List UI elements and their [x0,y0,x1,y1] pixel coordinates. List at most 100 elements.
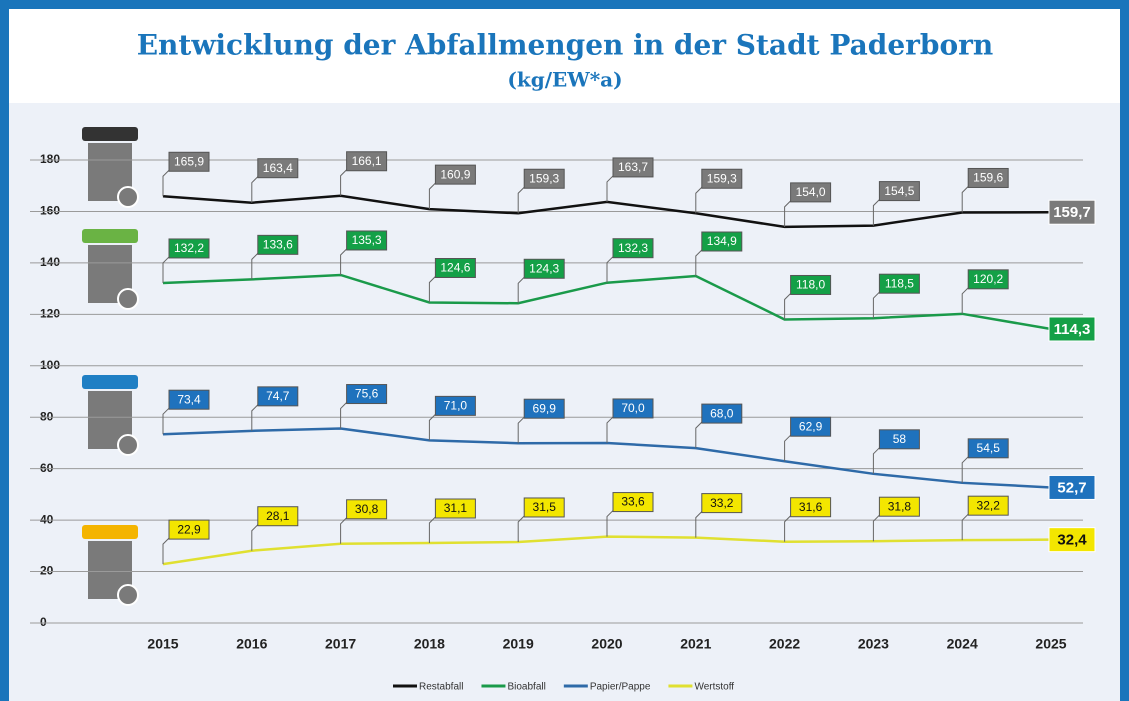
chart-subtitle: (kg/EW*a) [507,68,622,92]
value-label-box [878,429,920,450]
leader-line [606,416,614,443]
value-label: 154,5 [884,184,914,198]
value-label-box [346,151,388,172]
legend-label: Bioabfall [507,682,545,693]
leader-line [784,293,791,320]
value-label-box [257,386,299,407]
value-label-box [434,498,476,519]
value-label-box [612,238,654,259]
value-label-box [701,168,743,189]
leader-line [784,515,791,542]
value-label-box [1048,316,1096,342]
x-tick-label: 2020 [591,636,622,652]
value-label-box [523,398,565,419]
value-label-box [523,497,565,518]
value-label-box [168,151,210,172]
value-label-box [701,231,743,252]
leader-line [162,256,170,283]
value-label: 31,6 [799,500,823,514]
value-label-box [257,234,299,255]
x-tick-label: 2017 [325,636,356,652]
value-label: 22,9 [177,522,201,536]
x-tick-label: 2016 [236,636,267,652]
bin-icons [82,127,139,606]
value-label: 32,4 [1057,532,1087,549]
leader-line [428,182,436,210]
value-label-box [523,168,565,189]
bin-icon [82,525,139,606]
value-label-box [612,398,654,419]
value-label-box [878,181,920,202]
value-label: 163,4 [263,161,293,175]
leader-line [695,249,703,277]
value-label-box [1048,199,1096,225]
value-label-box [346,499,388,520]
value-label: 163,7 [618,160,648,174]
leader-line [872,514,880,542]
value-label: 68,0 [710,406,734,420]
value-label: 160,9 [440,167,470,181]
value-label-box [701,493,743,514]
leader-line [606,510,614,537]
value-label-box [967,269,1009,290]
value-label-box [967,495,1009,516]
leader-line [428,414,436,441]
value-label-box [346,230,388,251]
value-label-box [790,416,832,437]
leader-line [517,186,525,214]
value-label-box [967,438,1009,459]
leader-line [251,252,259,280]
leader-line [784,434,791,462]
leader-line [961,186,969,213]
leader-line [961,513,969,541]
value-label-box [790,274,832,295]
value-label: 74,7 [266,389,290,403]
value-label: 62,9 [799,419,823,433]
leader-line [251,524,259,551]
bin-icon [82,127,139,208]
value-label: 28,1 [266,509,290,523]
value-label-box [434,164,476,185]
bin-icon [82,229,139,310]
leader-line [517,276,525,304]
value-label-box [257,506,299,527]
value-label: 118,0 [796,278,825,292]
value-label: 33,6 [621,495,645,509]
value-label: 69,9 [533,401,557,415]
y-tick-label: 140 [40,255,60,269]
value-label: 159,6 [973,171,1003,185]
leader-line [162,537,170,565]
value-label-box [346,384,388,405]
value-label-box [612,157,654,178]
leader-line [251,404,259,431]
x-tick-label: 2025 [1035,636,1066,652]
value-label-box [257,158,299,179]
value-label-box [790,182,832,203]
value-label-box [967,167,1009,188]
leader-line [872,199,880,226]
value-label: 32,2 [977,498,1001,512]
value-label: 52,7 [1057,479,1086,496]
leader-line [340,517,347,544]
leader-line [606,175,614,202]
leader-line [162,169,170,197]
value-label: 124,6 [440,261,470,275]
value-label: 132,2 [174,241,204,255]
y-tick-label: 60 [40,461,54,475]
x-tick-label: 2021 [680,636,711,652]
value-label-box [701,403,743,424]
value-label: 114,3 [1054,321,1091,338]
legend-label: Papier/Pappe [590,682,651,693]
value-label: 124,3 [529,261,559,275]
value-label-box [434,395,476,416]
x-tick-label: 2022 [769,636,800,652]
value-label: 166,1 [352,154,382,168]
value-label: 54,5 [977,441,1001,455]
value-label-box [878,496,920,517]
value-label-box [790,497,832,518]
value-label: 31,1 [444,501,468,515]
value-label: 73,4 [177,392,201,406]
value-label: 120,2 [973,272,1003,286]
leader-line [695,186,703,214]
